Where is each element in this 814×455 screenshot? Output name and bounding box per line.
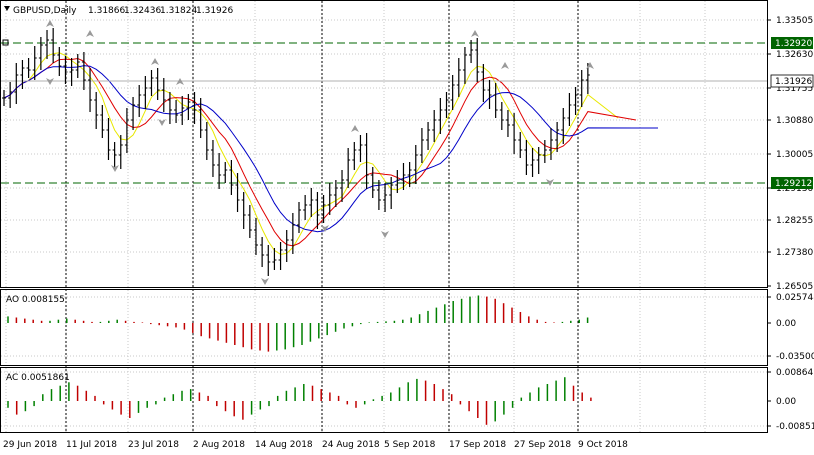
ac-axis: 0.008641 0.00 -0.008518: [767, 368, 814, 432]
ac-label: AC 0.0051861: [6, 373, 70, 383]
price-tick: 1.26505: [776, 282, 813, 292]
ma-mid-line: [3, 57, 637, 247]
level-value-lower: 1.29212: [775, 179, 812, 189]
price-tick: 1.31755: [776, 84, 813, 94]
ac-histogram: [7, 377, 592, 425]
ac-tick: 0.00: [776, 397, 796, 407]
fractal-arrow-icon: [351, 125, 359, 132]
price-tick: 1.28255: [776, 216, 813, 226]
fractal-arrow-icon: [176, 78, 184, 85]
fractal-arrow-icon: [46, 20, 54, 27]
time-tick: 17 Sep 2018: [449, 440, 506, 450]
time-tick: 5 Sep 2018: [384, 440, 436, 450]
ao-axis: 0.025748 0.00 -0.035007: [767, 293, 814, 362]
fractal-arrow-icon: [321, 225, 329, 232]
fractals: [46, 20, 594, 285]
ao-histogram: [7, 295, 589, 352]
fractal-arrow-icon: [158, 119, 166, 126]
level-value-upper: 1.32920: [775, 39, 812, 49]
ac-panel[interactable]: [0, 367, 768, 433]
ao-tick: -0.035007: [776, 352, 814, 362]
price-tick: 1.30880: [776, 116, 813, 126]
ohlc-low: 1.31824: [160, 6, 197, 16]
fractal-arrow-icon: [111, 165, 119, 172]
price-tick: 1.30005: [776, 150, 813, 160]
ohlc-open: 1.31866: [88, 6, 125, 16]
fractal-arrow-icon: [471, 30, 479, 37]
ao-panel[interactable]: [0, 289, 768, 366]
ao-tick: 0.00: [776, 319, 796, 329]
price-tick: 1.33505: [776, 16, 813, 26]
time-tick: 9 Oct 2018: [578, 440, 628, 450]
fractal-arrow-icon: [501, 62, 509, 69]
time-tick: 2 Aug 2018: [193, 440, 245, 450]
ao-label: AO 0.008155: [6, 295, 65, 305]
price-axis[interactable]: 1.33505 1.32630 1.31755 1.30880 1.30005 …: [767, 16, 813, 292]
symbol-label: GBPUSD,Daily: [13, 6, 77, 16]
triangle-down-icon[interactable]: [4, 6, 10, 11]
price-tick: 1.27380: [776, 248, 813, 258]
fractal-arrow-icon: [586, 62, 594, 69]
time-tick: 14 Aug 2018: [255, 440, 313, 450]
fractal-arrow-icon: [261, 278, 269, 285]
fractal-arrow-icon: [46, 78, 54, 85]
time-axis[interactable]: 29 Jun 2018 11 Jul 2018 23 Jul 2018 2 Au…: [3, 440, 628, 450]
level-handle: [2, 39, 9, 46]
grid: [1, 1, 767, 432]
time-tick: 29 Jun 2018: [3, 440, 57, 450]
fractal-arrow-icon: [151, 58, 159, 65]
fractal-arrow-icon: [381, 231, 389, 238]
time-tick: 23 Jul 2018: [128, 440, 179, 450]
ao-tick: 0.025748: [776, 293, 814, 303]
time-tick: 24 Aug 2018: [322, 440, 380, 450]
main-chart-panel[interactable]: [0, 0, 768, 288]
level-tag-lower[interactable]: [771, 177, 813, 189]
time-tick: 11 Jul 2018: [66, 440, 117, 450]
ac-tick: -0.008518: [776, 422, 814, 432]
fractal-arrow-icon: [546, 179, 554, 186]
price-bars: [2, 28, 590, 276]
ac-tick: 0.008641: [776, 368, 814, 378]
current-price-tag: [770, 74, 814, 88]
current-price-value: 1.31926: [775, 77, 812, 87]
fractal-arrow-icon: [86, 30, 94, 37]
ohlc-close: 1.31926: [196, 6, 233, 16]
level-tag-upper[interactable]: [771, 37, 813, 49]
time-tick: 27 Sep 2018: [514, 440, 571, 450]
ohlc-high: 1.32436: [124, 6, 161, 16]
price-tick: 1.32630: [776, 50, 813, 60]
horizontal-levels[interactable]: [1, 39, 767, 184]
